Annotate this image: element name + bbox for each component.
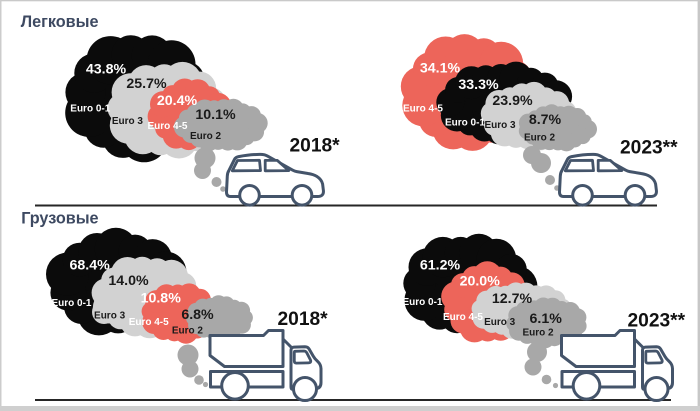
- svg-text:2018*: 2018*: [278, 309, 329, 330]
- svg-text:61.2%: 61.2%: [420, 257, 461, 273]
- svg-text:6.1%: 6.1%: [530, 311, 563, 327]
- svg-text:20.4%: 20.4%: [157, 93, 198, 109]
- svg-text:34.1%: 34.1%: [420, 61, 461, 77]
- svg-text:10.1%: 10.1%: [195, 107, 236, 123]
- svg-text:8.7%: 8.7%: [529, 112, 562, 128]
- svg-text:Euro 2: Euro 2: [522, 327, 554, 338]
- svg-text:14.0%: 14.0%: [108, 273, 149, 289]
- svg-text:Euro 4-5: Euro 4-5: [147, 121, 187, 132]
- svg-text:2018*: 2018*: [290, 135, 341, 156]
- svg-text:Euro 0-1: Euro 0-1: [445, 118, 485, 129]
- svg-text:2023**: 2023**: [628, 311, 686, 332]
- svg-text:25.7%: 25.7%: [126, 76, 167, 92]
- svg-text:20.0%: 20.0%: [460, 274, 501, 290]
- svg-text:23.9%: 23.9%: [492, 93, 533, 109]
- svg-text:Euro 3: Euro 3: [94, 311, 126, 322]
- svg-text:12.7%: 12.7%: [492, 291, 533, 307]
- svg-text:Euro 4-5: Euro 4-5: [403, 104, 443, 115]
- svg-text:Euro 0-1: Euro 0-1: [70, 104, 110, 115]
- svg-text:Легковые: Легковые: [21, 13, 99, 31]
- svg-text:Euro 4-5: Euro 4-5: [443, 312, 483, 323]
- svg-text:Euro 3: Euro 3: [484, 120, 516, 131]
- svg-text:Euro 4-5: Euro 4-5: [129, 317, 169, 328]
- svg-text:Грузовые: Грузовые: [21, 210, 98, 228]
- svg-text:43.8%: 43.8%: [86, 61, 127, 77]
- svg-text:10.8%: 10.8%: [141, 291, 182, 307]
- svg-text:6.8%: 6.8%: [181, 307, 214, 323]
- svg-text:Euro 2: Euro 2: [172, 326, 204, 337]
- svg-text:Euro 0-1: Euro 0-1: [402, 297, 442, 308]
- svg-text:Euro 2: Euro 2: [524, 132, 556, 143]
- svg-text:2023**: 2023**: [620, 137, 678, 158]
- svg-text:Euro 2: Euro 2: [190, 131, 222, 142]
- svg-text:33.3%: 33.3%: [458, 77, 499, 93]
- svg-text:Euro 3: Euro 3: [112, 116, 144, 127]
- svg-text:Euro 0-1: Euro 0-1: [51, 298, 91, 309]
- svg-text:Euro 3: Euro 3: [484, 317, 516, 328]
- svg-text:68.4%: 68.4%: [69, 258, 110, 274]
